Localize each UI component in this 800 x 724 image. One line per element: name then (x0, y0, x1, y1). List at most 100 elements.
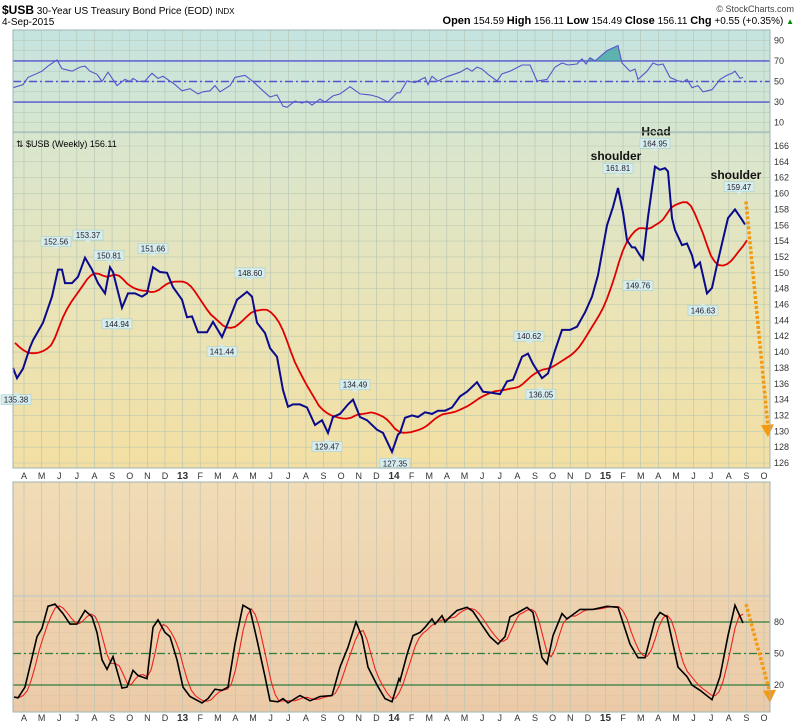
month-tick-label: N (144, 713, 151, 723)
copyright: © StockCharts.com (716, 4, 794, 14)
month-tick-label: M (249, 471, 257, 481)
rsi-tick-label: 50 (774, 77, 784, 87)
month-tick-label: S (321, 713, 327, 723)
month-tick-label: J (75, 713, 80, 723)
exchange: INDX (215, 7, 235, 16)
stochastic-k-line (13, 602, 744, 704)
month-tick-label: J (691, 713, 696, 723)
stochastic-d-line (15, 605, 744, 702)
month-tick-label: 14 (388, 471, 400, 482)
month-tick-label: F (409, 471, 415, 481)
month-tick-label: D (162, 713, 169, 723)
price-label-pointer (352, 389, 358, 393)
stochastic-panel-bg (13, 482, 770, 712)
price-label: 164.95 (643, 139, 668, 148)
price-label-pointer (150, 253, 156, 257)
close-label: Close (624, 15, 655, 27)
month-tick-label: M (249, 713, 257, 723)
price-label-pointer (526, 341, 532, 345)
pattern-annotation: shoulder (711, 168, 762, 182)
panel-border (12, 481, 771, 713)
month-tick-label: F (197, 471, 203, 481)
price-label-pointer (615, 173, 621, 177)
month-tick-label: A (726, 471, 732, 481)
month-tick-label: D (585, 471, 592, 481)
month-tick-label: A (232, 471, 238, 481)
low-value: 154.49 (591, 16, 623, 27)
price-tick-label: 150 (774, 268, 789, 278)
price-label-pointer (392, 455, 398, 459)
price-label: 140.62 (517, 332, 542, 341)
price-tick-label: 146 (774, 300, 789, 310)
price-projection-arrow-head (761, 424, 774, 438)
month-tick-label: M (461, 471, 469, 481)
price-label: 129.47 (315, 443, 340, 452)
price-tick-label: 142 (774, 331, 789, 341)
month-tick-label: J (480, 471, 485, 481)
month-tick-label: 13 (177, 471, 189, 482)
price-tick-label: 164 (774, 157, 789, 167)
month-tick-label: J (480, 713, 485, 723)
month-tick-label: M (461, 713, 469, 723)
price-label: 134.49 (343, 381, 368, 390)
month-tick-label: N (567, 713, 574, 723)
price-tick-label: 158 (774, 204, 789, 214)
price-label: 159.47 (727, 183, 752, 192)
rsi-tick-label: 10 (774, 118, 784, 128)
month-tick-label: N (356, 713, 363, 723)
month-tick-label: 13 (177, 713, 189, 724)
price-tick-label: 144 (774, 315, 789, 325)
month-tick-label: M (38, 471, 46, 481)
month-tick-label: A (726, 713, 732, 723)
month-tick-label: J (286, 713, 291, 723)
month-tick-label: M (214, 713, 222, 723)
month-tick-label: O (761, 713, 768, 723)
month-tick-label: A (91, 713, 97, 723)
price-label-pointer (700, 302, 706, 306)
month-tick-label: A (303, 471, 309, 481)
price-label: 149.76 (626, 282, 651, 291)
low-label: Low (566, 15, 589, 27)
rsi-line (12, 44, 744, 108)
up-triangle-icon: ▲ (786, 17, 794, 26)
month-tick-label: J (268, 713, 273, 723)
open-value: 154.59 (473, 16, 505, 27)
price-tick-label: 128 (774, 442, 789, 452)
pattern-annotation: shoulder (591, 149, 642, 163)
stochastic-tick-label: 80 (774, 617, 784, 627)
month-tick-label: A (21, 713, 27, 723)
month-tick-label: 14 (388, 713, 400, 724)
price-panel-title: ⇅ $USB (Weekly) 156.11 (16, 139, 117, 149)
price-label-pointer (53, 246, 59, 250)
chg-value: +0.55 (+0.35%) (714, 16, 784, 27)
month-tick-label: A (655, 713, 661, 723)
price-tick-label: 132 (774, 410, 789, 420)
month-tick-label: O (549, 713, 556, 723)
price-label: 148.60 (238, 269, 263, 278)
month-tick-label: A (444, 471, 450, 481)
instrument-name: 30-Year US Treasury Bond Price (EOD) (36, 6, 213, 17)
price-tick-label: 140 (774, 347, 789, 357)
month-tick-label: J (497, 713, 502, 723)
price-label: 153.37 (76, 231, 101, 240)
month-tick-label: M (426, 471, 434, 481)
stochastic-projection-arrow (744, 603, 772, 694)
price-label: 144.94 (105, 320, 130, 329)
price-label-pointer (247, 277, 253, 281)
month-tick-label: O (549, 471, 556, 481)
price-label: 146.63 (691, 307, 716, 316)
month-tick-label: J (709, 471, 714, 481)
price-label: 136.05 (529, 390, 554, 399)
month-tick-label: A (444, 713, 450, 723)
chg-label: Chg (690, 15, 712, 27)
ohlc-readout: Open 154.59 High 156.11 Low 154.49 Close… (443, 15, 794, 27)
month-tick-label: S (532, 713, 538, 723)
month-tick-label: J (286, 471, 291, 481)
stochastic-tick-label: 50 (774, 649, 784, 659)
month-tick-label: M (672, 713, 680, 723)
stochastic-tick-label: 20 (774, 680, 784, 690)
month-tick-label: N (144, 471, 151, 481)
month-tick-label: O (126, 471, 133, 481)
month-tick-label: J (709, 713, 714, 723)
